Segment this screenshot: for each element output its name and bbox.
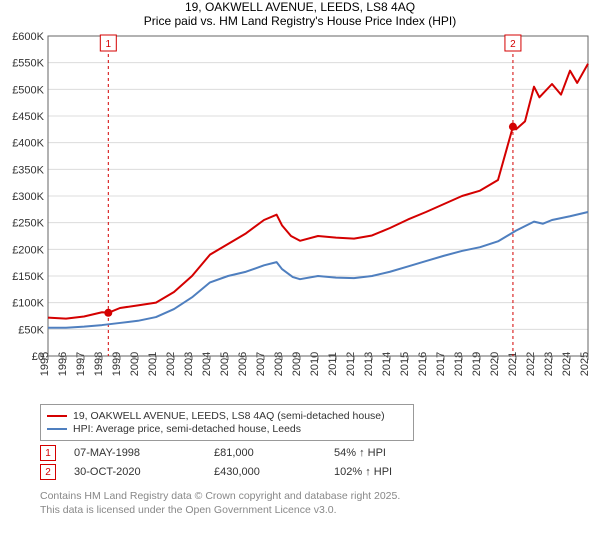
svg-text:2004: 2004 [201,352,213,376]
line-chart: £0£50K£100K£150K£200K£250K£300K£350K£400… [0,30,600,400]
svg-text:1996: 1996 [57,352,69,376]
footer-line1: Contains HM Land Registry data © Crown c… [40,490,592,504]
svg-text:2013: 2013 [363,352,375,376]
footer-line2: This data is licensed under the Open Gov… [40,504,592,518]
chart-title-line1: 19, OAKWELL AVENUE, LEEDS, LS8 4AQ [0,0,600,14]
svg-text:2005: 2005 [219,352,231,376]
marker-date: 07-MAY-1998 [74,447,214,459]
legend: 19, OAKWELL AVENUE, LEEDS, LS8 4AQ (semi… [40,404,414,441]
svg-text:2006: 2006 [237,352,249,376]
marker-table: 1 07-MAY-1998£81,00054% ↑ HPI 2 30-OCT-2020… [40,445,592,480]
svg-text:1999: 1999 [111,352,123,376]
svg-text:£50K: £50K [18,324,44,336]
legend-label: HPI: Average price, semi-detached house,… [73,423,301,435]
marker-badge: 1 [40,445,56,461]
marker-delta: 102% ↑ HPI [334,466,392,478]
svg-text:2008: 2008 [273,352,285,376]
svg-text:2018: 2018 [453,352,465,376]
svg-text:2016: 2016 [417,352,429,376]
legend-item: 19, OAKWELL AVENUE, LEEDS, LS8 4AQ (semi… [47,410,407,422]
svg-text:2014: 2014 [381,352,393,376]
marker-price: £430,000 [214,466,334,478]
svg-text:2015: 2015 [399,352,411,376]
marker-delta: 54% ↑ HPI [334,447,386,459]
legend-swatch [47,428,67,430]
marker-badge: 2 [40,464,56,480]
svg-text:2009: 2009 [291,352,303,376]
svg-text:2023: 2023 [543,352,555,376]
svg-text:2017: 2017 [435,352,447,376]
svg-text:1998: 1998 [93,352,105,376]
svg-text:2012: 2012 [345,352,357,376]
svg-text:2019: 2019 [471,352,483,376]
svg-text:2001: 2001 [147,352,159,376]
svg-text:1997: 1997 [75,352,87,376]
marker-date: 30-OCT-2020 [74,466,214,478]
marker-price: £81,000 [214,447,334,459]
svg-text:2003: 2003 [183,352,195,376]
svg-text:1995: 1995 [39,352,51,376]
legend-item: HPI: Average price, semi-detached house,… [47,423,407,435]
svg-text:2010: 2010 [309,352,321,376]
svg-text:£450K: £450K [12,111,44,123]
svg-text:£300K: £300K [12,191,44,203]
legend-label: 19, OAKWELL AVENUE, LEEDS, LS8 4AQ (semi… [73,410,385,422]
svg-text:2007: 2007 [255,352,267,376]
legend-swatch [47,415,67,417]
svg-text:£150K: £150K [12,271,44,283]
svg-text:£200K: £200K [12,244,44,256]
svg-text:2024: 2024 [561,352,573,376]
svg-text:£100K: £100K [12,298,44,310]
marker-row: 1 07-MAY-1998£81,00054% ↑ HPI [40,445,592,461]
svg-text:2025: 2025 [579,352,591,376]
svg-text:£600K: £600K [12,31,44,43]
svg-text:£350K: £350K [12,164,44,176]
footer: Contains HM Land Registry data © Crown c… [40,490,592,517]
svg-text:£550K: £550K [12,58,44,70]
svg-text:2002: 2002 [165,352,177,376]
svg-text:2000: 2000 [129,352,141,376]
svg-text:£400K: £400K [12,138,44,150]
svg-text:2020: 2020 [489,352,501,376]
svg-text:2: 2 [510,39,516,50]
chart-title-line2: Price paid vs. HM Land Registry's House … [0,14,600,28]
svg-text:£500K: £500K [12,84,44,96]
svg-text:1: 1 [106,39,112,50]
svg-text:£250K: £250K [12,218,44,230]
svg-text:2022: 2022 [525,352,537,376]
marker-row: 2 30-OCT-2020£430,000102% ↑ HPI [40,464,592,480]
